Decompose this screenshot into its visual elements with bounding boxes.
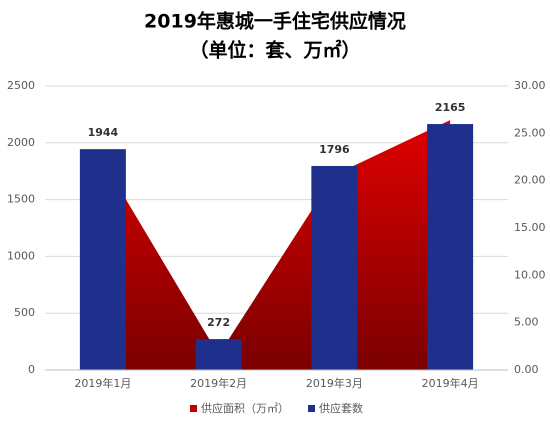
bar <box>427 124 474 370</box>
y2-tick-label: 30.00 <box>514 79 546 92</box>
y2-tick-label: 25.00 <box>514 126 546 139</box>
y2-tick-label: 10.00 <box>514 268 546 281</box>
y2-tick-label: 20.00 <box>514 174 546 187</box>
legend-swatch <box>308 405 315 412</box>
y2-tick-label: 5.00 <box>514 316 539 329</box>
x-tick-label: 2019年3月 <box>306 376 363 390</box>
y2-tick-label: 0.00 <box>514 363 539 376</box>
data-label: 2165 <box>435 101 466 114</box>
y-tick-label: 2000 <box>7 136 35 149</box>
y-tick-label: 1500 <box>7 193 35 206</box>
y-tick-label: 1000 <box>7 249 35 262</box>
y-tick-label: 2500 <box>7 79 35 92</box>
bar <box>195 339 242 370</box>
legend-label: 供应面积（万㎡） <box>201 401 289 415</box>
x-tick-label: 2019年2月 <box>190 376 247 390</box>
x-tick-label: 2019年1月 <box>74 376 131 390</box>
y-tick-label: 0 <box>28 363 35 376</box>
y-tick-label: 500 <box>14 306 35 319</box>
x-tick-label: 2019年4月 <box>422 376 479 390</box>
bar <box>79 149 126 370</box>
data-label: 272 <box>207 316 230 329</box>
area <box>102 120 451 370</box>
legend-swatch <box>190 405 197 412</box>
legend-label: 供应套数 <box>319 401 363 415</box>
y2-tick-label: 15.00 <box>514 221 546 234</box>
chart-title: 2019年惠城一手住宅供应情况 <box>144 10 406 33</box>
data-label: 1944 <box>88 126 119 139</box>
data-label: 1796 <box>319 143 350 156</box>
chart-subtitle: （单位：套、万㎡） <box>189 39 360 62</box>
bar <box>311 165 358 370</box>
